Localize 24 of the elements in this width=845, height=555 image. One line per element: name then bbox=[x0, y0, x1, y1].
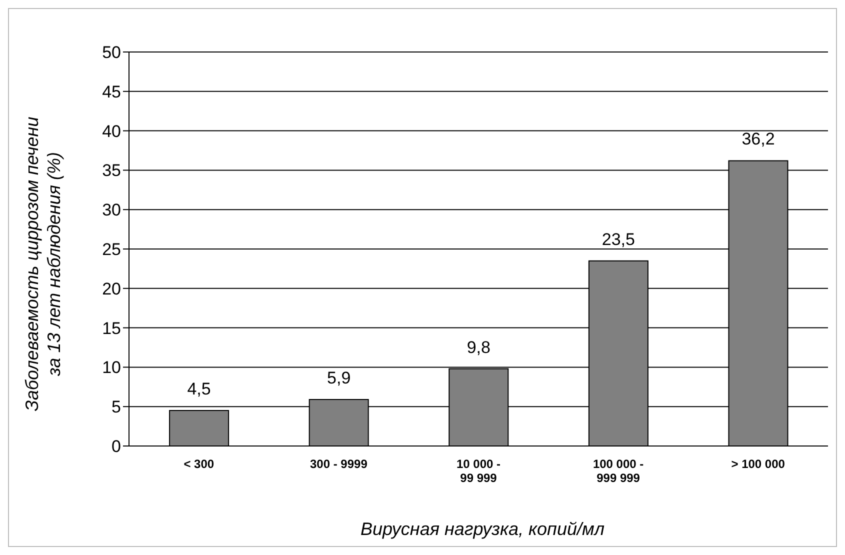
y-tick-label: 45 bbox=[102, 82, 121, 102]
x-tick-label: < 300 bbox=[184, 457, 214, 471]
x-tick-label: 100 000 - 999 999 bbox=[592, 457, 644, 485]
y-tick-label: 10 bbox=[102, 358, 121, 378]
data-label: 36,2 bbox=[742, 130, 775, 149]
y-tick-label: 35 bbox=[102, 161, 121, 180]
x-tick-label: 10 000 - 99 999 bbox=[456, 457, 501, 485]
y-tick-label: 25 bbox=[102, 240, 121, 260]
y-tick-label: 30 bbox=[102, 200, 121, 220]
data-label: 23,5 bbox=[602, 230, 635, 249]
data-label: 5,9 bbox=[327, 368, 351, 388]
x-tick-label: 300 - 9999 bbox=[310, 457, 368, 471]
x-tick-label: > 100 000 bbox=[731, 457, 786, 471]
y-tick-label: 0 bbox=[112, 437, 121, 456]
y-axis-title: Заболеваемость циррозом печени за 13 лет наблюдения (%) bbox=[22, 116, 64, 412]
y-tick-label: 5 bbox=[112, 398, 121, 417]
data-label: 4,5 bbox=[187, 380, 211, 399]
x-axis-title: Вирусная нагрузка, копий/мл bbox=[360, 519, 606, 540]
y-tick-label: 15 bbox=[102, 318, 121, 338]
data-label: 9,8 bbox=[466, 338, 490, 357]
y-tick-label: 40 bbox=[102, 122, 121, 141]
y-tick-label: 20 bbox=[102, 279, 121, 298]
bar bbox=[169, 410, 230, 446]
y-tick-label: 50 bbox=[102, 43, 121, 62]
